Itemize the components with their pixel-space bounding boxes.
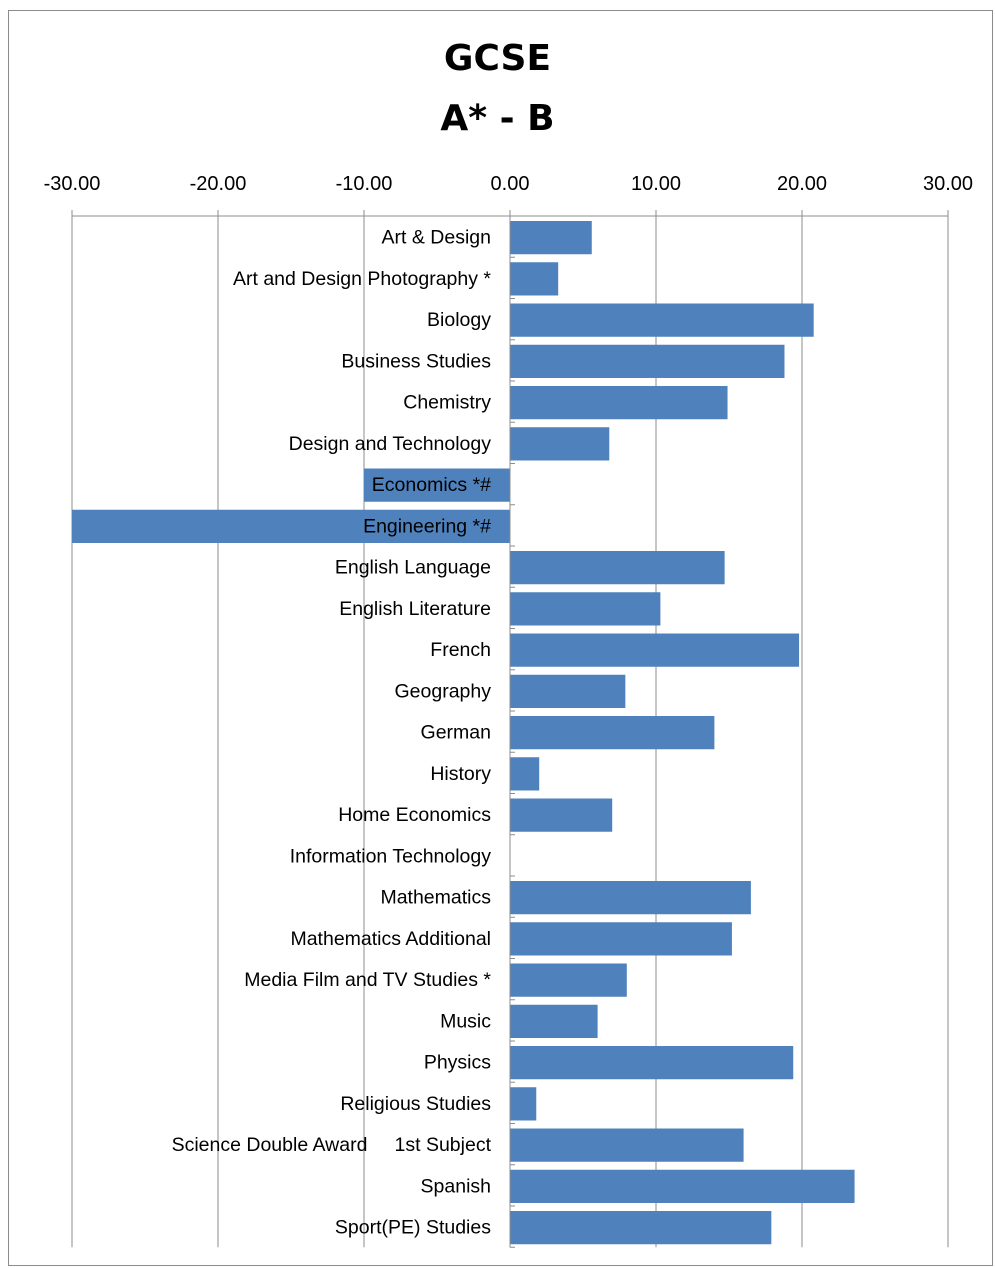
x-tick-label: 20.00 bbox=[777, 173, 827, 195]
bar bbox=[510, 881, 751, 915]
category-label: Spanish bbox=[421, 1175, 491, 1197]
category-label: Economics *# bbox=[372, 474, 491, 496]
bar bbox=[510, 757, 540, 791]
category-label: Sport(PE) Studies bbox=[335, 1217, 491, 1239]
bar bbox=[510, 592, 661, 626]
x-tick-label: -30.00 bbox=[44, 173, 101, 195]
category-label: Mathematics Additional bbox=[290, 928, 491, 950]
bar bbox=[510, 427, 610, 461]
bar bbox=[510, 963, 627, 997]
bar bbox=[510, 262, 559, 296]
bar bbox=[510, 1211, 772, 1245]
bar bbox=[510, 1128, 744, 1162]
bar bbox=[510, 716, 715, 750]
bar bbox=[510, 922, 732, 956]
x-tick-label: 10.00 bbox=[631, 173, 681, 195]
bar bbox=[510, 303, 814, 337]
bar bbox=[510, 1046, 794, 1080]
bar bbox=[510, 386, 728, 420]
chart-frame bbox=[8, 10, 993, 1266]
category-label: Music bbox=[440, 1010, 491, 1032]
category-label: German bbox=[421, 722, 491, 744]
bar bbox=[510, 221, 592, 255]
x-tick-label: -10.00 bbox=[336, 173, 393, 195]
category-label: Religious Studies bbox=[340, 1093, 491, 1115]
bar bbox=[510, 798, 613, 832]
bar bbox=[364, 468, 510, 502]
category-label: Engineering *# bbox=[363, 515, 491, 537]
category-label: Business Studies bbox=[341, 350, 491, 372]
bar bbox=[510, 551, 725, 585]
category-label: Science Double Award 1st Subject bbox=[172, 1134, 492, 1156]
x-tick-label: 30.00 bbox=[923, 173, 973, 195]
category-label: Geography bbox=[395, 680, 492, 702]
category-label: English Language bbox=[335, 557, 491, 579]
bar bbox=[510, 1087, 537, 1121]
category-label: Home Economics bbox=[338, 804, 491, 826]
bar bbox=[510, 633, 800, 667]
category-label: Information Technology bbox=[290, 845, 492, 867]
category-label: Biology bbox=[427, 309, 491, 331]
bar bbox=[72, 509, 510, 543]
category-label: Chemistry bbox=[403, 392, 491, 414]
category-label: English Literature bbox=[339, 598, 491, 620]
category-label: Mathematics bbox=[380, 887, 491, 909]
chart-title-line-1: GCSE bbox=[443, 38, 552, 79]
bar bbox=[510, 674, 626, 708]
x-tick-label: 0.00 bbox=[491, 173, 530, 195]
category-label: Media Film and TV Studies * bbox=[244, 969, 491, 991]
category-label: Art and Design Photography * bbox=[233, 268, 491, 290]
category-label: Design and Technology bbox=[289, 433, 492, 455]
category-label: History bbox=[430, 763, 491, 785]
bar bbox=[510, 1169, 855, 1203]
chart-title-line-2: A* - B bbox=[440, 98, 555, 139]
category-label: Physics bbox=[424, 1052, 491, 1074]
category-label: French bbox=[430, 639, 491, 661]
bar bbox=[510, 1004, 598, 1038]
category-label: Art & Design bbox=[382, 227, 491, 249]
x-tick-label: -20.00 bbox=[190, 173, 247, 195]
bar bbox=[510, 344, 785, 378]
